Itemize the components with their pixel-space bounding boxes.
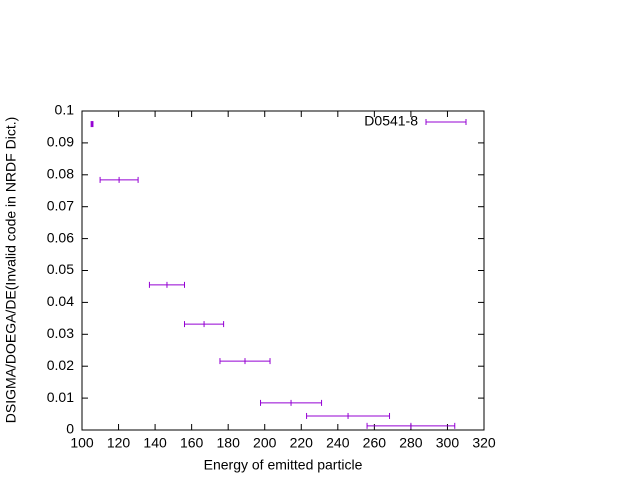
- y-tick-label: 0.03: [47, 325, 74, 341]
- x-tick-label: 200: [253, 435, 277, 451]
- y-tick-label: 0.04: [47, 293, 74, 309]
- plot-frame: [81, 110, 485, 431]
- y-tick-label: 0.07: [47, 197, 74, 213]
- x-tick-label: 280: [399, 435, 423, 451]
- y-tick-label: 0.1: [55, 102, 75, 118]
- y-tick-label: 0: [66, 421, 74, 437]
- x-tick-label: 240: [326, 435, 350, 451]
- y-tick-label: 0.01: [47, 389, 74, 405]
- y-tick-label: 0.08: [47, 166, 74, 182]
- y-axis-label: DSIGMA/DOEGA/DE(Invalid code in NRDF Dic…: [3, 117, 19, 424]
- x-tick-label: 140: [143, 435, 167, 451]
- y-tick-label: 0.06: [47, 229, 74, 245]
- y-tick-label: 0.05: [47, 261, 74, 277]
- legend-label: D0541-8: [364, 113, 418, 129]
- x-tick-label: 160: [180, 435, 204, 451]
- x-tick-label: 180: [217, 435, 241, 451]
- x-tick-label: 260: [363, 435, 387, 451]
- y-tick-label: 0.02: [47, 357, 74, 373]
- x-axis-label: Energy of emitted particle: [204, 457, 363, 473]
- x-tick-label: 120: [107, 435, 131, 451]
- y-tick-label: 0.09: [47, 134, 74, 150]
- x-tick-label: 100: [70, 435, 94, 451]
- x-tick-label: 220: [290, 435, 314, 451]
- x-tick-label: 320: [472, 435, 496, 451]
- x-tick-label: 300: [436, 435, 460, 451]
